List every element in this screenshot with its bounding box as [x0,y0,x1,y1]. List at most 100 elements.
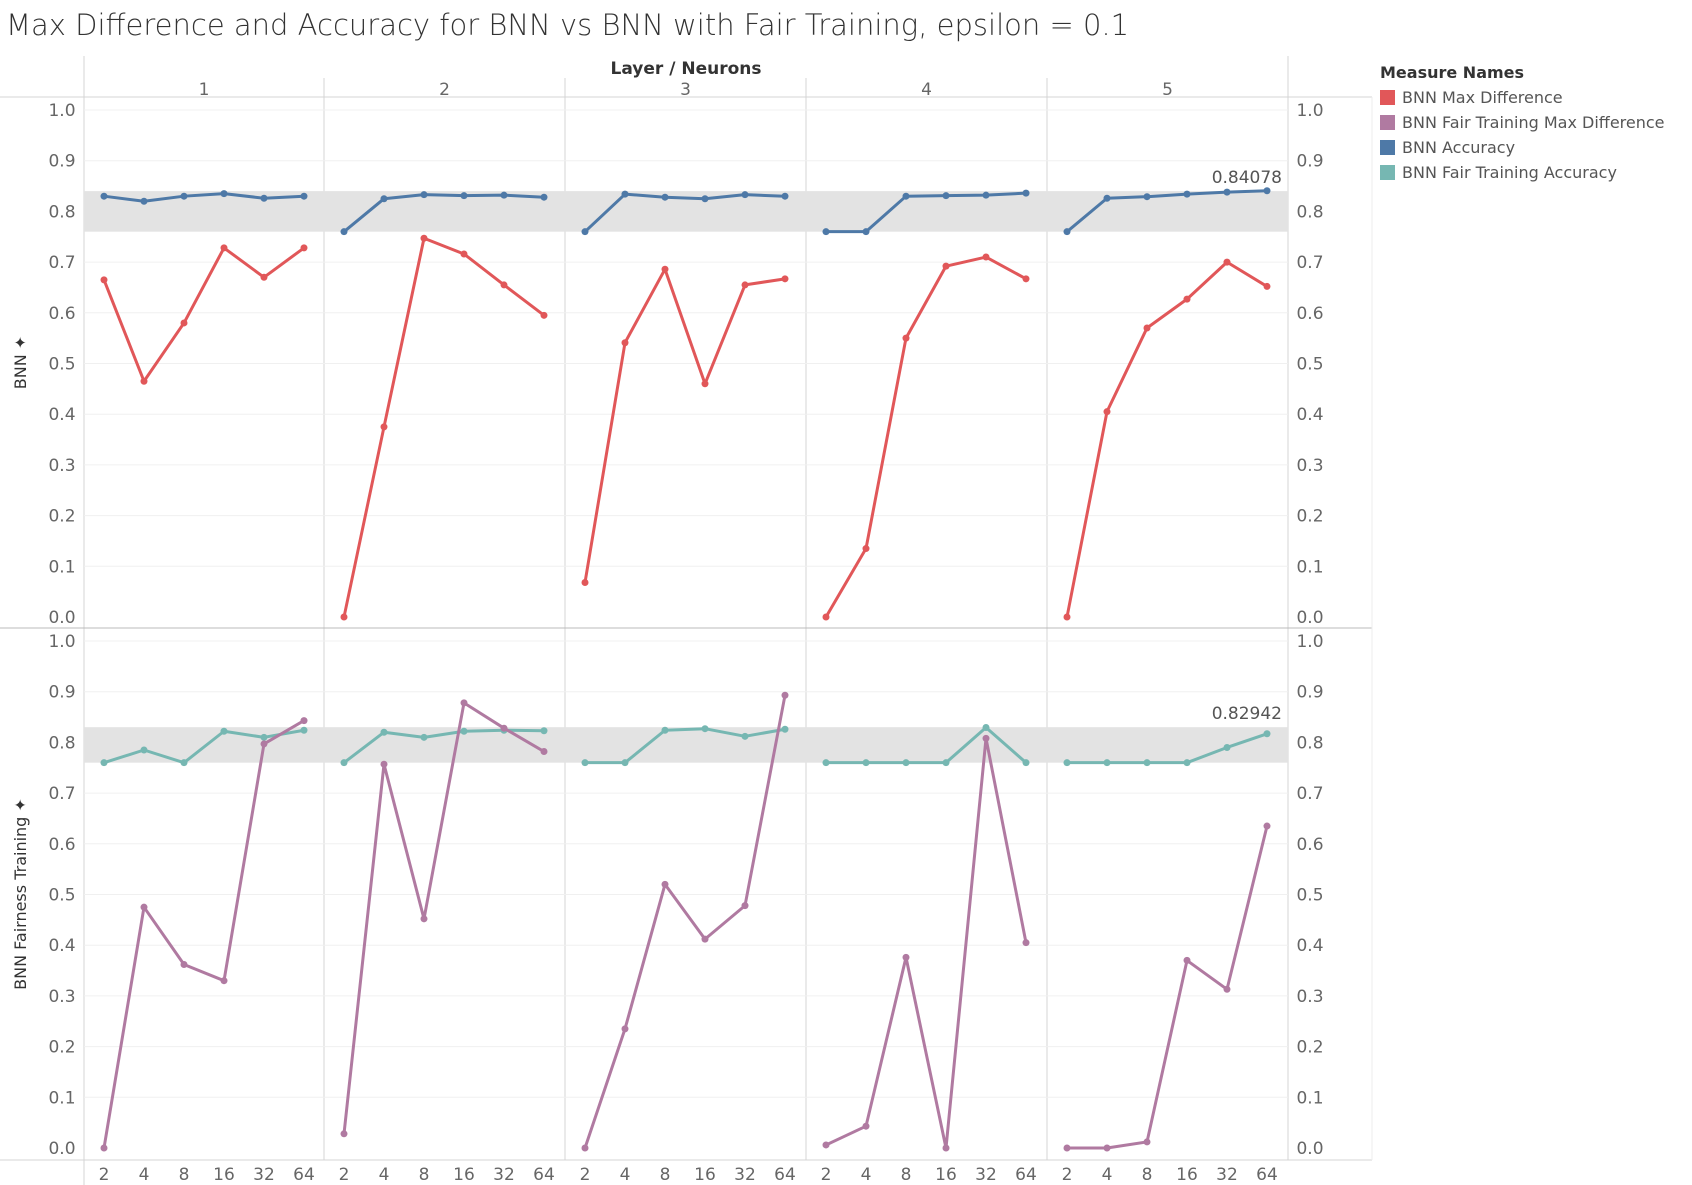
data-point [540,727,548,735]
y-tick-label-left: 0.9 [48,152,75,172]
data-point [1183,759,1191,767]
data-point [902,759,910,767]
data-point [1022,275,1030,283]
x-tick-label: 64 [774,1165,796,1185]
data-point [1103,194,1111,202]
data-point [1223,258,1231,266]
data-point [100,192,108,200]
chart-title: Max Difference and Accuracy for BNN vs B… [6,8,1130,42]
data-point [781,275,789,283]
y-tick-label-left: 0.5 [48,886,75,906]
y-tick-label-right: 0.8 [1296,202,1323,222]
x-tick-label: 32 [253,1165,275,1185]
y-tick-label-right: 0.4 [1296,936,1323,956]
y-tick-label-left: 0.1 [48,557,75,577]
data-point [420,733,428,741]
data-point [420,915,428,923]
y-tick-label-right: 0.4 [1296,405,1323,425]
data-point [822,1141,830,1149]
column-label: 2 [439,80,450,100]
legend-items: BNN Max Difference BNN Fair Training Max … [1380,85,1665,185]
data-point [260,733,268,741]
data-point [741,191,749,199]
data-point [741,902,749,910]
column-label: 5 [1162,80,1173,100]
series-line [583,192,786,233]
data-point [1143,324,1151,332]
data-point [540,311,548,319]
data-point [1183,190,1191,198]
data-point [942,1144,950,1152]
y-tick-label-right: 0.7 [1296,253,1323,273]
row-label: BNN Fairness Training ✦ [11,798,30,990]
data-point [460,250,468,258]
legend-item[interactable]: BNN Max Difference [1380,85,1665,110]
data-point [1223,743,1231,751]
data-point [140,746,148,754]
legend-label: BNN Accuracy [1402,138,1516,157]
legend-title: Measure Names [1380,63,1525,82]
data-point [661,726,669,734]
data-point [1223,985,1231,993]
data-point [1143,759,1151,767]
y-tick-label-right: 0.8 [1296,733,1323,753]
y-tick-label-left: 0.2 [48,507,75,527]
data-point [260,740,268,748]
data-point [220,190,228,198]
legend-item[interactable]: BNN Fair Training Max Difference [1380,110,1665,135]
legend-item[interactable]: BNN Accuracy [1380,135,1665,160]
data-point [300,244,308,252]
data-point [781,192,789,200]
legend-swatch [1380,165,1395,180]
x-tick-label: 64 [533,1165,555,1185]
data-point [862,545,870,553]
data-point [1263,187,1271,195]
data-point [781,725,789,733]
data-point [862,1122,870,1130]
legend-label: BNN Max Difference [1402,88,1563,107]
data-point [180,960,188,968]
data-point [420,191,428,199]
y-tick-label-right: 1.0 [1296,632,1323,652]
y-tick-label-left: 0.4 [48,936,75,956]
x-tick-label: 32 [734,1165,756,1185]
data-point [902,953,910,961]
x-tick-label: 2 [821,1165,832,1185]
y-tick-label-right: 0.9 [1296,683,1323,703]
row-label: BNN ✦ [11,336,30,389]
data-point [1103,408,1111,416]
data-point [380,760,388,768]
data-point [581,579,589,587]
data-point [1103,759,1111,767]
reference-max-label: 0.82942 [1212,704,1282,724]
y-tick-label-left: 1.0 [48,632,75,652]
data-point [540,193,548,201]
x-tick-label: 32 [1216,1165,1238,1185]
y-tick-label-right: 0.6 [1296,835,1323,855]
y-tick-label-left: 0.9 [48,683,75,703]
data-point [540,748,548,756]
data-point [140,377,148,385]
data-point [621,1025,629,1033]
x-tick-label: 64 [293,1165,315,1185]
data-point [1143,1138,1151,1146]
data-point [1063,759,1071,767]
series-line [1067,825,1269,1150]
series-line [102,719,305,1149]
legend-swatch [1380,115,1395,130]
data-point [621,190,629,198]
data-point [781,691,789,699]
data-point [100,276,108,284]
y-tick-label-right: 0.7 [1296,784,1323,804]
data-point [701,380,709,388]
data-point [1063,613,1071,621]
data-point [380,195,388,203]
x-tick-label: 16 [453,1165,475,1185]
data-point [180,319,188,327]
data-point [380,728,388,736]
legend-item[interactable]: BNN Fair Training Accuracy [1380,160,1665,185]
data-point [140,197,148,205]
y-tick-label-right: 0.1 [1296,1088,1323,1108]
data-point [581,759,589,767]
